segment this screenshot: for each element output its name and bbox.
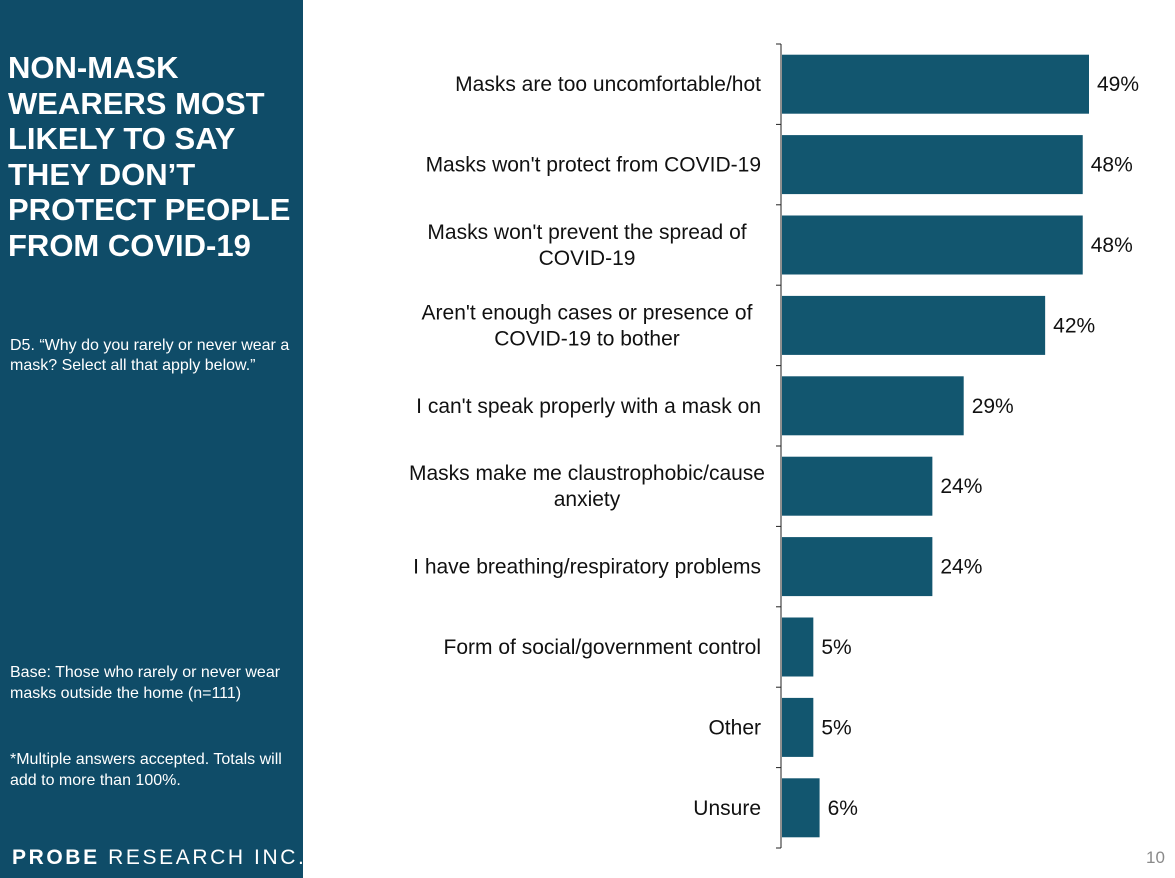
bar (782, 54, 1089, 114)
slide-title: NON-MASK WEARERS MOST LIKELY TO SAY THEY… (8, 50, 291, 263)
data-label: 29% (972, 395, 1014, 418)
bar (782, 135, 1083, 195)
bar (782, 537, 933, 597)
logo-probe-text: PROBE (12, 846, 100, 869)
category-label: I can't speak properly with a mask on (416, 395, 761, 418)
category-label: Form of social/government control (444, 636, 761, 659)
category-label-line: Masks make me claustrophobic/cause (409, 462, 765, 485)
category-label: Masks are too uncomfortable/hot (455, 73, 761, 96)
category-label-line: Masks are too uncomfortable/hot (455, 73, 761, 96)
bar (782, 215, 1083, 275)
category-label-line: Unsure (693, 797, 761, 820)
category-label-line: Masks won't protect from COVID-19 (426, 154, 761, 177)
category-label: Other (708, 716, 761, 739)
base-note: Base: Those who rarely or never wear mas… (10, 664, 281, 702)
bar (782, 456, 933, 516)
category-label: Masks won't prevent the spread of COVID-1… (427, 221, 746, 270)
category-label: Masks won't protect from COVID-19 (426, 154, 761, 177)
bar (782, 617, 814, 677)
data-label: 6% (828, 797, 858, 820)
page-number: 10 (1146, 848, 1165, 867)
survey-question: D5. “Why do you rarely or never wear a m… (10, 337, 290, 374)
category-label-line: Other (708, 716, 761, 739)
category-label-line: anxiety (554, 488, 621, 511)
category-label-line: I have breathing/respiratory problems (413, 556, 761, 579)
data-label: 5% (821, 716, 851, 739)
data-label: 42% (1053, 314, 1095, 337)
category-label-line: COVID-19 to bother (494, 327, 680, 350)
bar (782, 295, 1046, 355)
category-label-line: Form of social/government control (444, 636, 761, 659)
bar (782, 697, 814, 757)
category-label-line: COVID-19 (539, 247, 636, 270)
category-label-line: I can't speak properly with a mask on (416, 395, 761, 418)
category-label-line: Masks won't prevent the spread of (427, 221, 746, 244)
category-label: Masks make me claustrophobic/cause anxiet… (409, 462, 765, 511)
category-label-line: Aren't enough cases or presence of (422, 301, 753, 324)
bar (782, 376, 964, 436)
data-label: 48% (1091, 234, 1133, 257)
category-label: I have breathing/respiratory problems (413, 556, 761, 579)
probe-research-logo: PROBE RESEARCH INC. (12, 846, 306, 870)
bar (782, 778, 820, 838)
data-label: 5% (821, 636, 851, 659)
multiple-answers-note: *Multiple answers accepted. Totals will … (10, 751, 282, 789)
data-label: 24% (940, 556, 982, 579)
data-label: 49% (1097, 73, 1139, 96)
category-label: Aren't enough cases or presence of COVID-… (422, 301, 753, 350)
category-label: Unsure (693, 797, 761, 820)
logo-research-text: RESEARCH INC. (99, 846, 307, 869)
data-label: 48% (1091, 154, 1133, 177)
data-label: 24% (940, 475, 982, 498)
sidebar-panel: NON-MASK WEARERS MOST LIKELY TO SAY THEY… (0, 0, 306, 878)
